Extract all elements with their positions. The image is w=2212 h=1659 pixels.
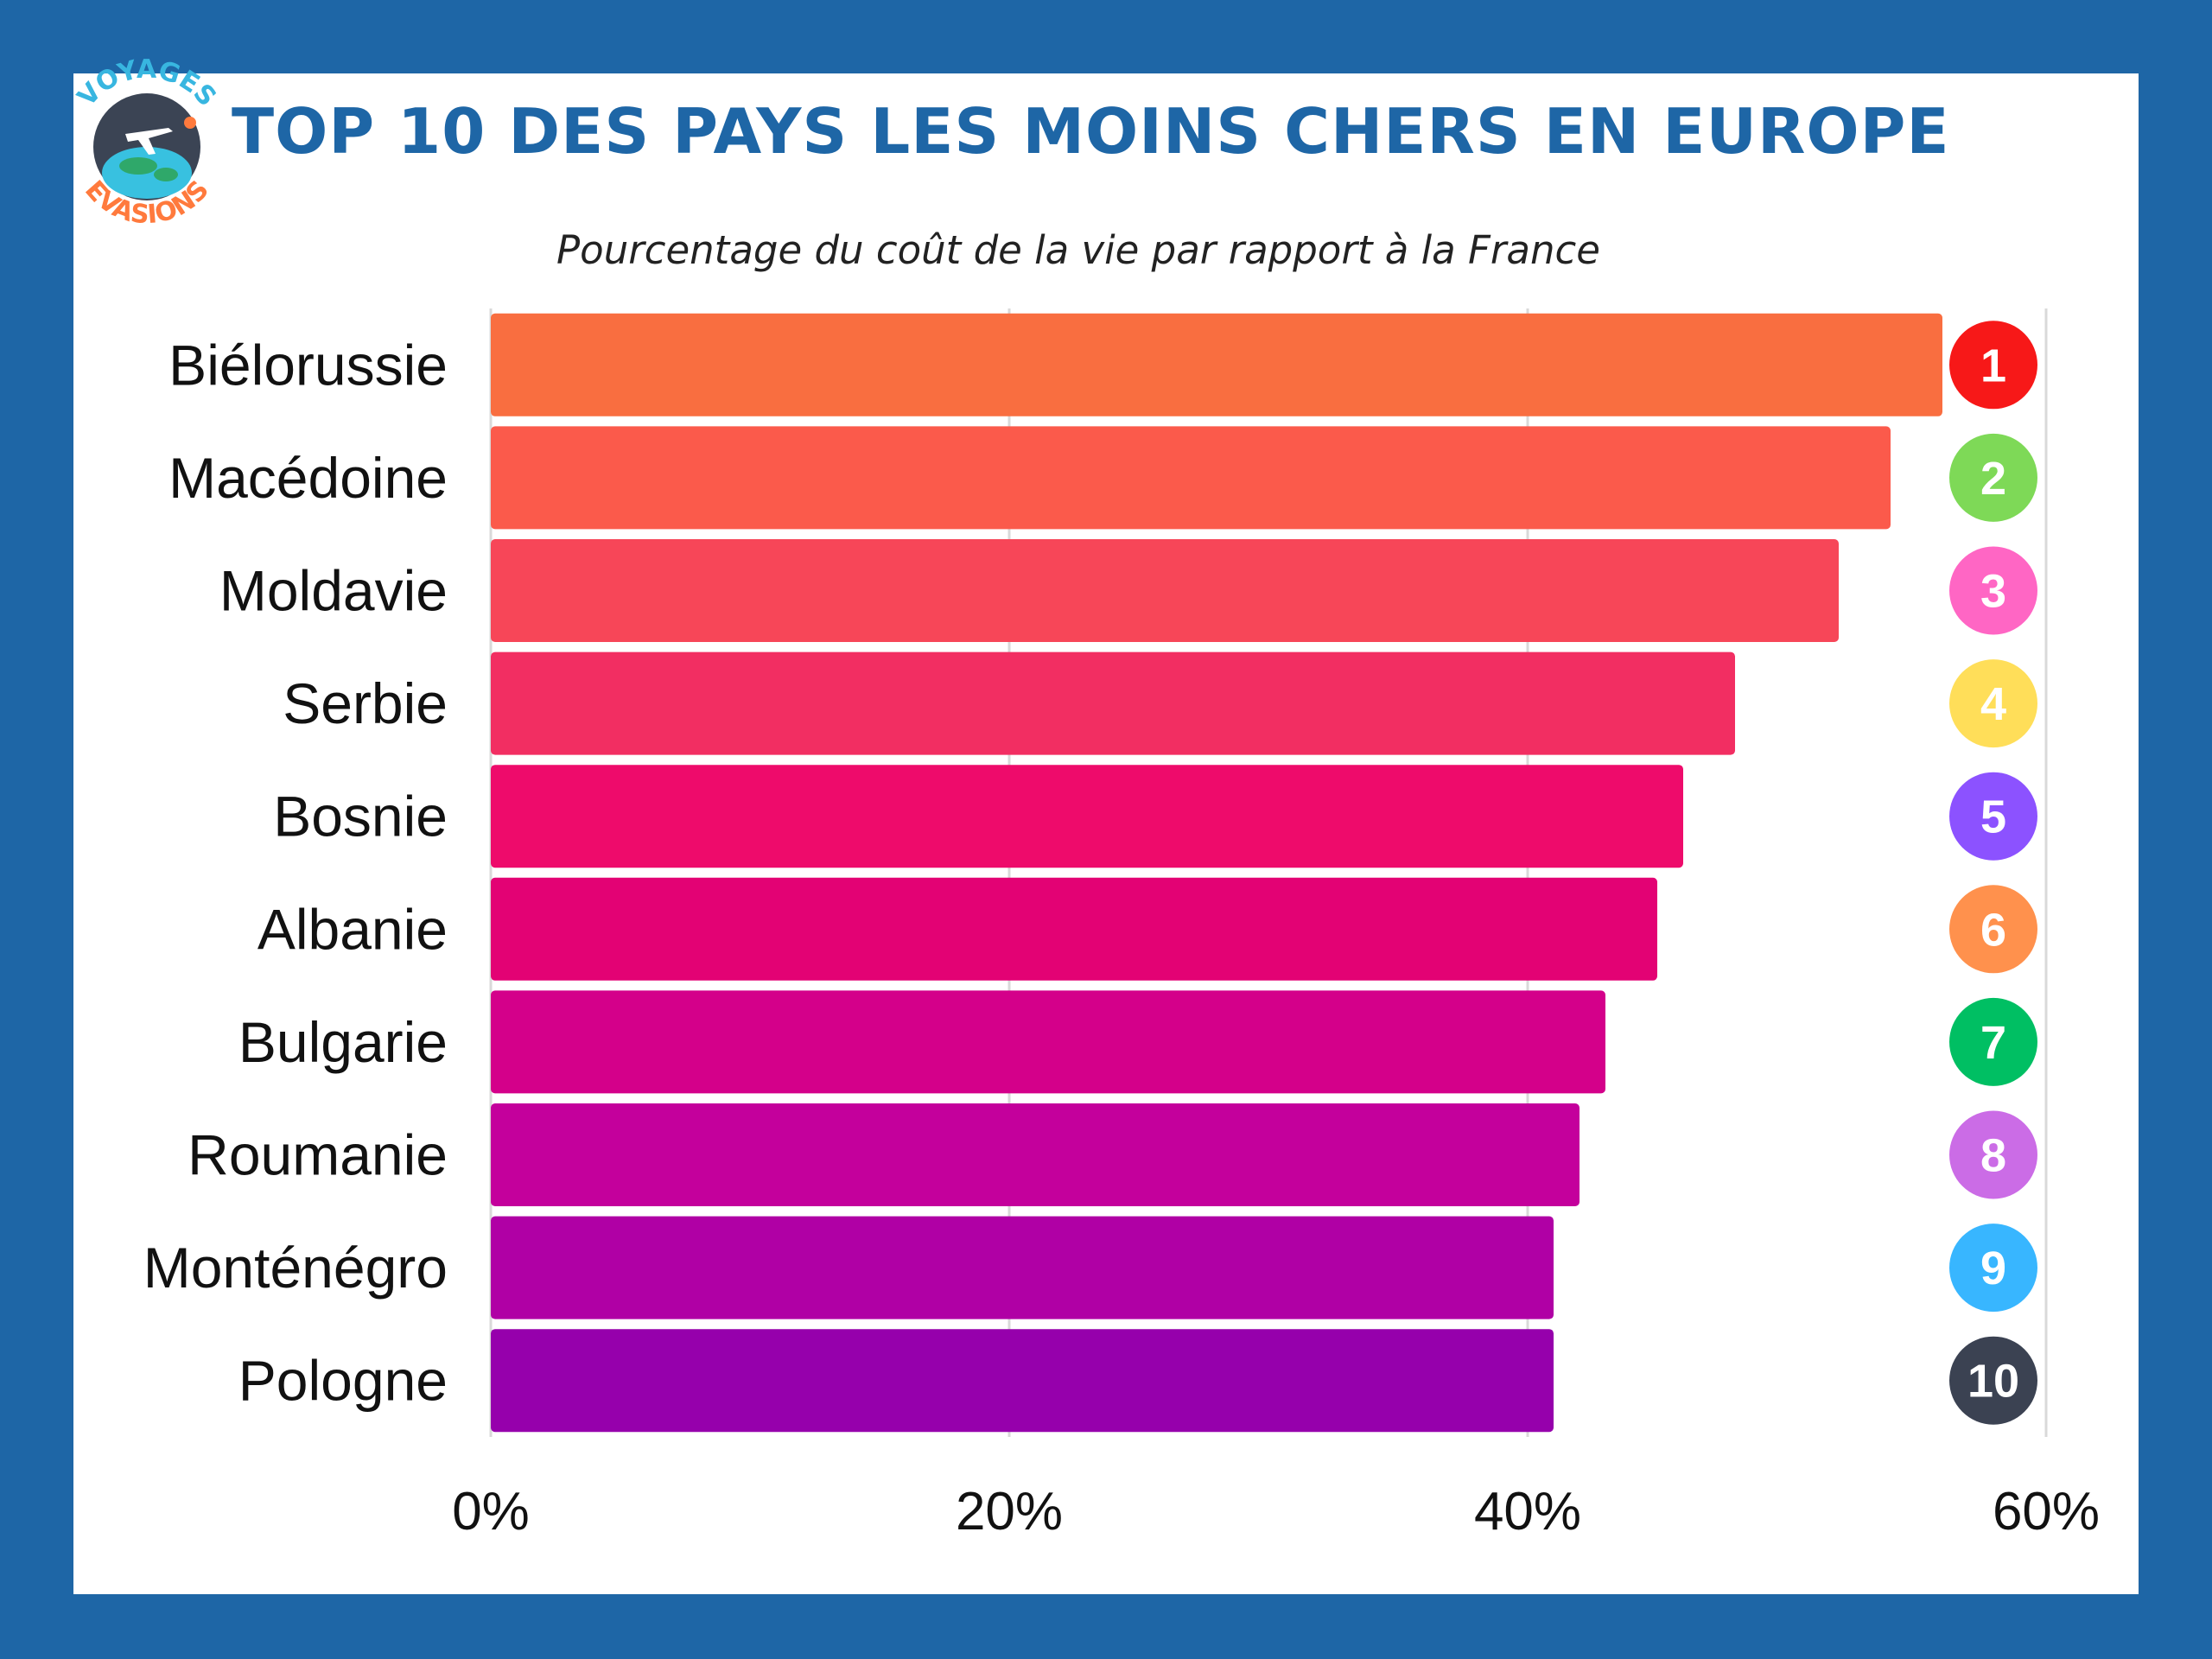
x-tick-label: 40% <box>1474 1482 1581 1541</box>
rank-badge-circle <box>1949 1224 2037 1313</box>
rank-number: 8 <box>1980 1130 2006 1182</box>
category-label: Macédoine <box>168 446 448 510</box>
category-label: Albanie <box>257 897 448 961</box>
category-label: Pologne <box>238 1349 448 1413</box>
bars <box>491 313 1942 1433</box>
rank-number: 9 <box>1980 1243 2006 1294</box>
rank-badge: 9 <box>1949 1224 2037 1313</box>
rank-number: 7 <box>1980 1017 2006 1069</box>
rank-badge-circle <box>1949 772 2037 861</box>
rank-badge: 8 <box>1949 1110 2037 1199</box>
rank-badge-circle <box>1949 659 2037 748</box>
chart-subtitle: Pourcentage du coût de la vie par rappor… <box>556 227 1600 273</box>
rank-number: 6 <box>1980 904 2006 956</box>
category-label: Bosnie <box>273 785 448 849</box>
rank-badge: 5 <box>1949 772 2037 861</box>
category-label: Moldavie <box>219 559 448 623</box>
rank-badge: 3 <box>1949 546 2037 635</box>
rank-number: 2 <box>1980 453 2006 505</box>
rank-badge-circle <box>1949 546 2037 635</box>
rank-badge: 1 <box>1949 321 2037 410</box>
category-label: Biélorussie <box>168 333 448 397</box>
category-label: Roumanie <box>188 1123 448 1187</box>
voyages-evasions-logo: VOYAGES EVASIONS <box>72 54 222 231</box>
bar <box>491 1216 1554 1319</box>
rank-badge-circle <box>1949 997 2037 1086</box>
bar <box>491 426 1891 530</box>
bar <box>491 990 1605 1094</box>
pin-icon <box>184 117 196 129</box>
rank-badge: 6 <box>1949 885 2037 974</box>
bar <box>491 313 1942 416</box>
rank-badge: 2 <box>1949 433 2037 522</box>
bar <box>491 1329 1554 1433</box>
bar <box>491 1103 1580 1206</box>
chart-title: TOP 10 DES PAYS LES MOINS CHERS EN EUROP… <box>232 95 1950 168</box>
category-label: Monténégro <box>143 1236 448 1300</box>
bar <box>491 652 1735 755</box>
category-label: Bulgarie <box>238 1010 448 1074</box>
rank-badge-circle <box>1949 321 2037 410</box>
rank-badge-circle <box>1949 1110 2037 1199</box>
rank-number: 3 <box>1980 566 2006 618</box>
rank-badge: 7 <box>1949 997 2037 1086</box>
x-tick-label: 20% <box>956 1482 1063 1541</box>
bar <box>491 539 1839 642</box>
rank-number: 1 <box>1980 340 2006 391</box>
bar <box>491 877 1657 981</box>
rank-number: 10 <box>1967 1356 2019 1408</box>
airplane-icon <box>125 128 173 155</box>
rank-badge-circle <box>1949 1336 2037 1425</box>
rank-number: 5 <box>1980 791 2006 843</box>
rank-badges: 1 2 3 4 5 6 7 8 9 10 <box>1949 321 2037 1425</box>
x-tick-label: 0% <box>452 1482 530 1541</box>
country-labels: Biélorussie Macédoine Moldavie Serbie Bosnie… <box>143 333 448 1412</box>
rank-badge: 4 <box>1949 659 2037 748</box>
rank-badge-circle <box>1949 433 2037 522</box>
rank-number: 4 <box>1980 678 2006 730</box>
rank-badge: 10 <box>1949 1336 2037 1425</box>
x-tick-label: 60% <box>1993 1482 2100 1541</box>
category-label: Serbie <box>283 671 448 735</box>
rank-badge-circle <box>1949 885 2037 974</box>
bar <box>491 765 1683 868</box>
x-axis-ticks: 0% 20% 40% 60% <box>452 1482 2100 1541</box>
